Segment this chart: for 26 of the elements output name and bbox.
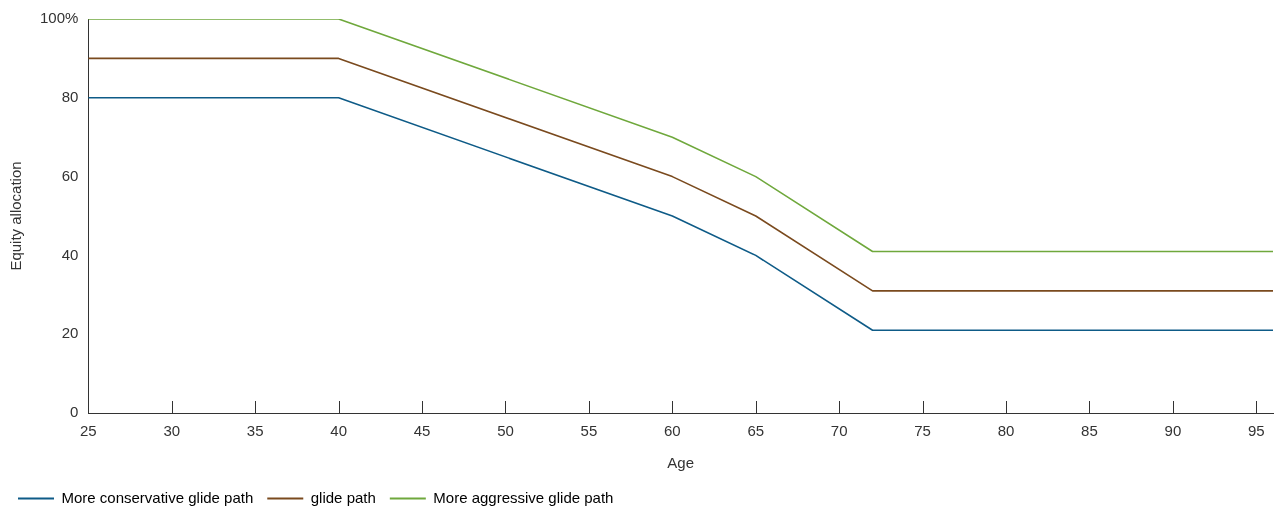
x-tick-label: 50: [497, 422, 514, 440]
x-tick-label: 90: [1164, 422, 1182, 440]
y-tick-label: 0: [70, 403, 79, 421]
legend-label: More aggressive glide path: [433, 488, 614, 506]
x-tick-label: 60: [664, 422, 681, 440]
x-tick-label: 95: [1247, 422, 1265, 440]
y-tick-label: 40: [61, 245, 79, 263]
x-tick-label: 75: [914, 422, 931, 440]
x-tick-label: 45: [413, 422, 431, 440]
x-axis-title: Age: [667, 454, 695, 472]
y-tick-label: 60: [61, 166, 79, 184]
y-axis-title: Equity allocation: [7, 161, 25, 271]
x-tick-label: 55: [580, 422, 598, 440]
x-tick-label: 40: [330, 422, 347, 440]
y-tick-label: 100%: [39, 9, 79, 27]
x-tick-label: 85: [1081, 422, 1098, 440]
x-tick-label: 65: [747, 422, 765, 440]
x-tick-label: 30: [163, 422, 181, 440]
y-tick-label: 20: [61, 324, 79, 342]
legend-label: glide path: [310, 488, 376, 506]
x-tick-label: 70: [830, 422, 848, 440]
x-tick-label: 80: [997, 422, 1015, 440]
x-tick-label: 35: [246, 422, 264, 440]
x-tick-label: 25: [80, 422, 97, 440]
legend-label: More conservative glide path: [61, 488, 254, 506]
y-tick-label: 80: [61, 87, 79, 105]
